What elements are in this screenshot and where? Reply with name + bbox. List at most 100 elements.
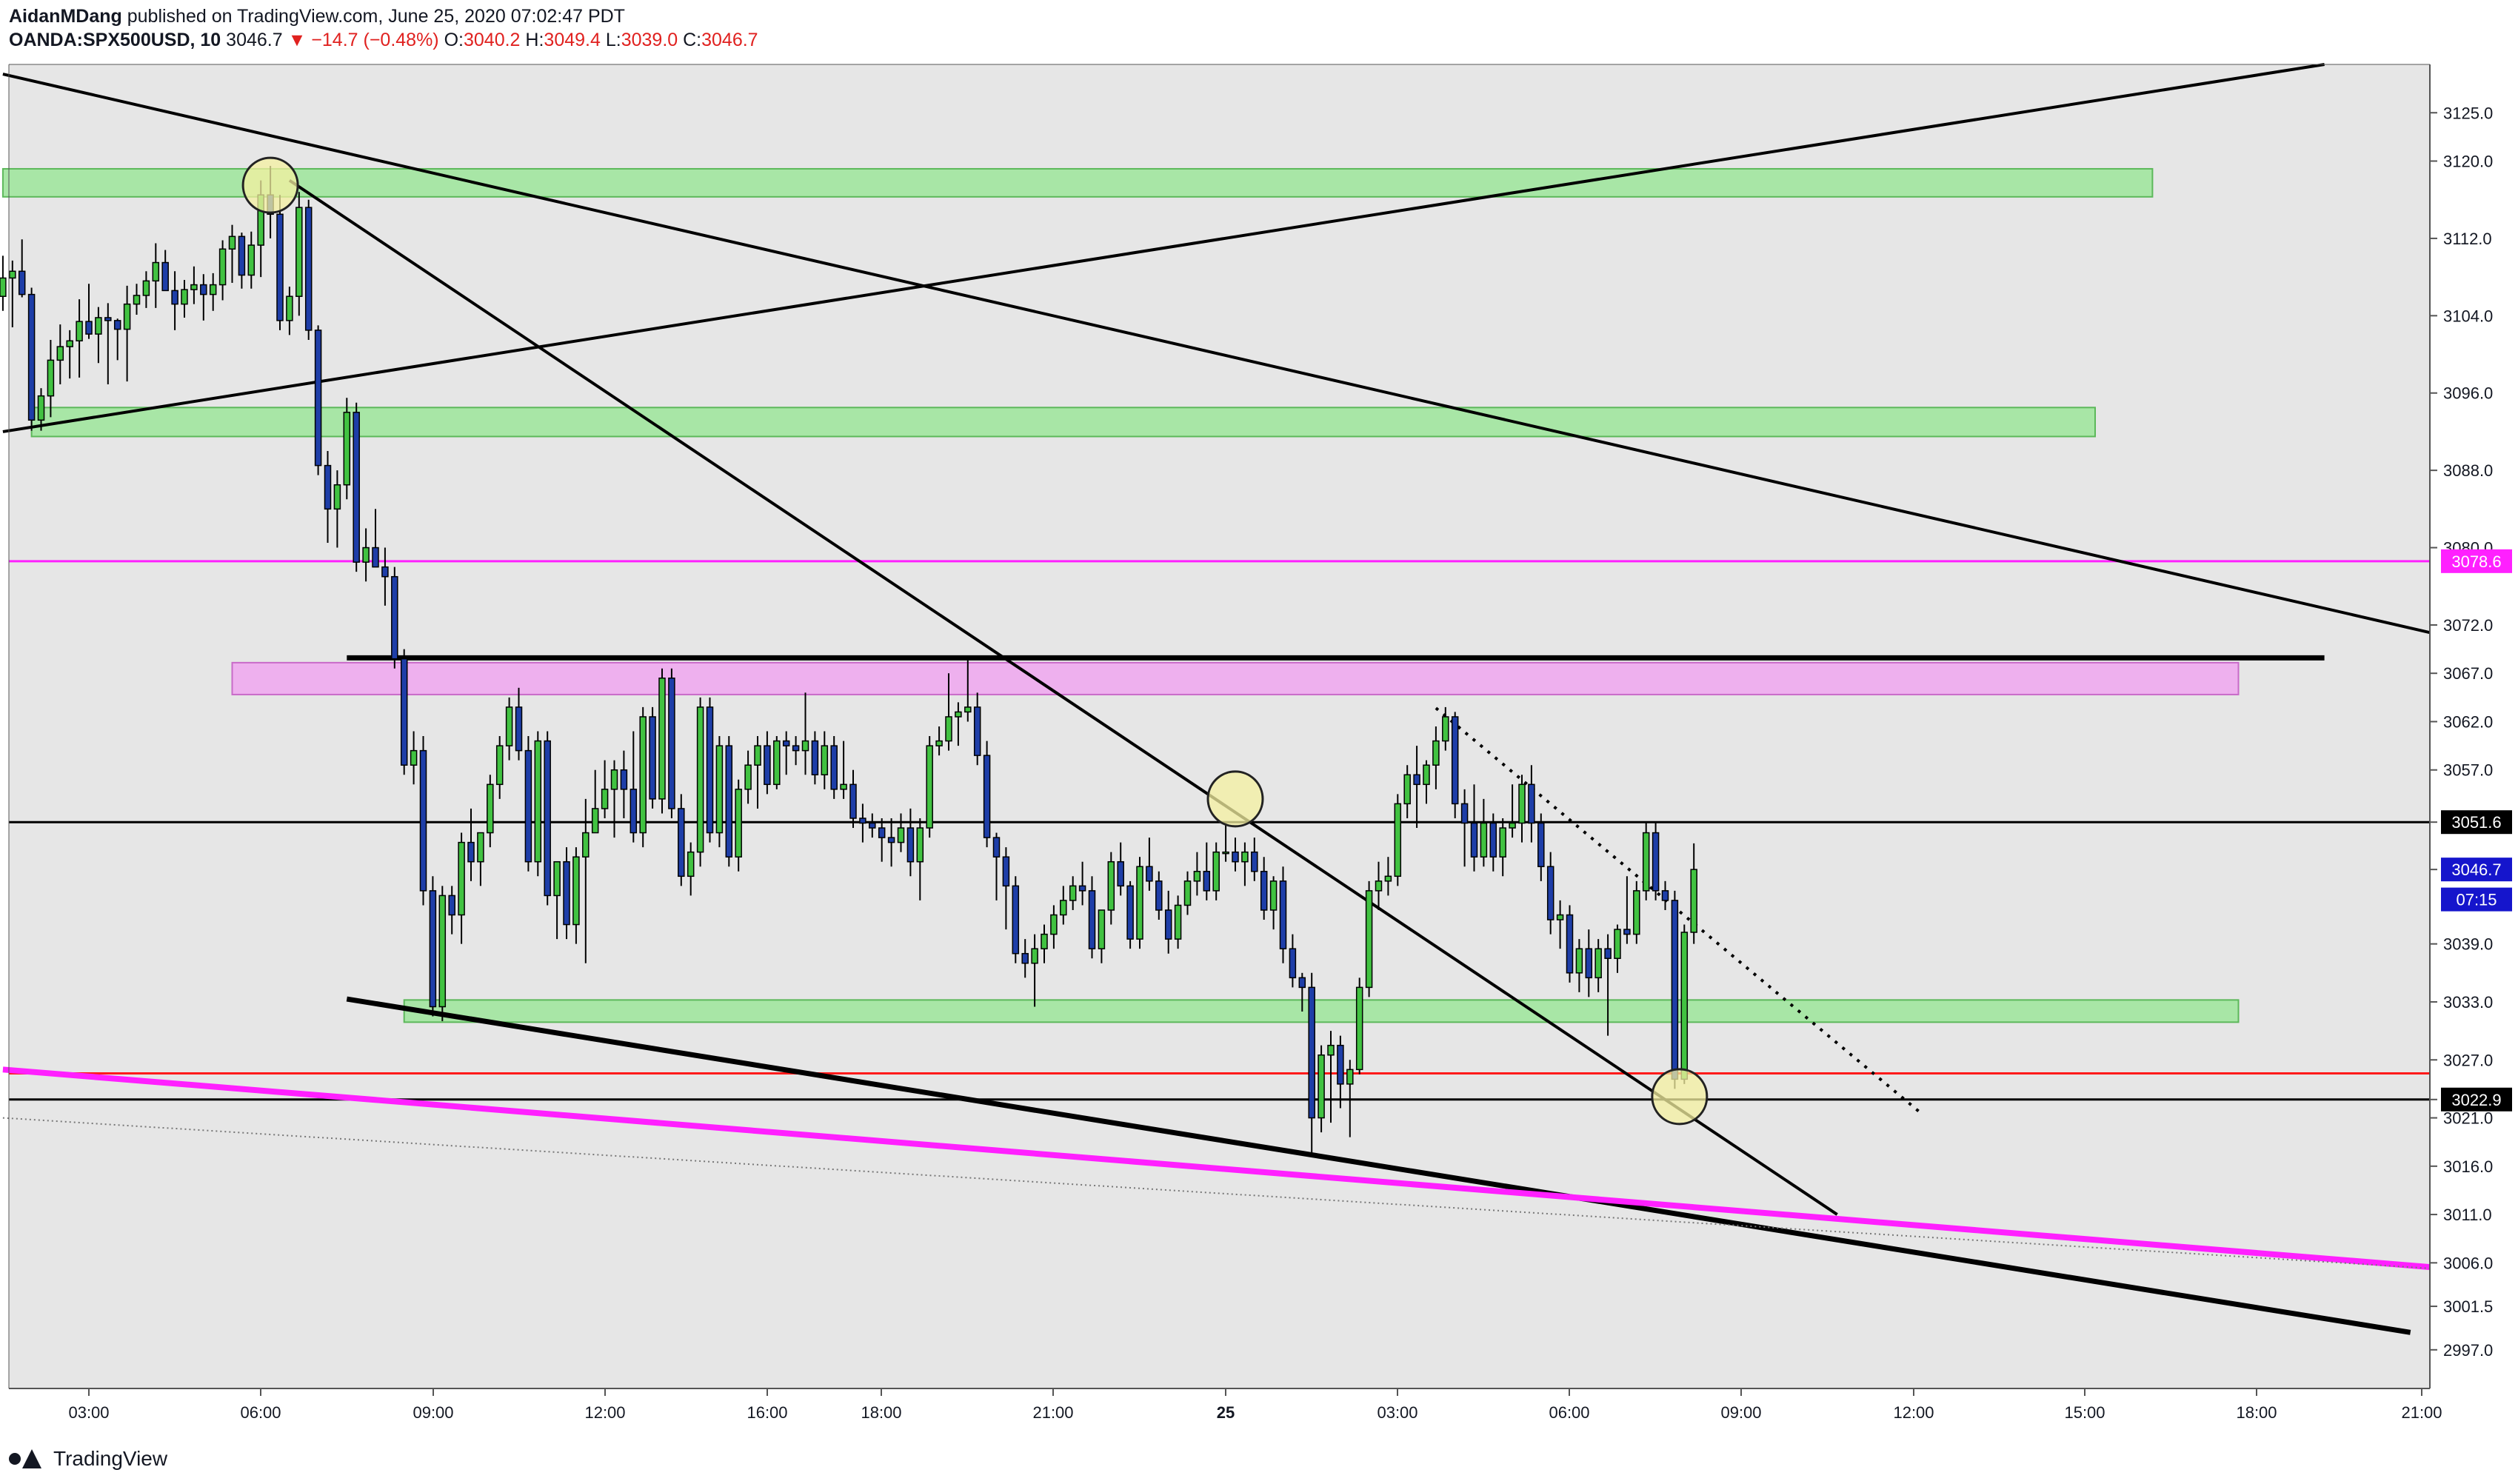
candle-bear xyxy=(782,740,790,746)
candle-bear xyxy=(1585,948,1593,979)
candle xyxy=(906,808,915,877)
price-tick-label: 3125.0 xyxy=(2443,104,2493,122)
candle-bull xyxy=(333,484,341,510)
candle-bull xyxy=(495,745,504,786)
candle xyxy=(238,233,246,289)
candle xyxy=(76,299,83,378)
candle xyxy=(1661,880,1669,910)
candle xyxy=(477,832,484,886)
candle xyxy=(696,697,704,867)
candle-bull xyxy=(601,789,609,809)
price-tick-label: 3021.0 xyxy=(2443,1109,2493,1128)
candle xyxy=(1546,852,1554,935)
candle xyxy=(381,547,389,606)
close-label: C: xyxy=(683,30,702,50)
candle xyxy=(1126,880,1134,949)
candle-bear xyxy=(276,213,284,321)
candle xyxy=(85,284,93,339)
candle-bull xyxy=(142,280,150,296)
candle-bear xyxy=(869,822,876,829)
candle xyxy=(1413,746,1420,829)
candle xyxy=(935,726,943,756)
candle-bull xyxy=(735,789,742,858)
candle xyxy=(1460,789,1469,867)
candle xyxy=(1499,818,1506,877)
tradingview-logo-icon xyxy=(9,1449,41,1468)
candle-bear xyxy=(706,706,714,834)
candle xyxy=(1528,765,1535,843)
footer-brand[interactable]: TradingView xyxy=(53,1447,168,1470)
candle xyxy=(209,273,217,311)
tradingview-footer: TradingView xyxy=(7,1444,167,1474)
candle-bear xyxy=(811,740,819,776)
candle xyxy=(524,736,532,872)
candle-bull xyxy=(458,841,465,916)
candle xyxy=(1423,760,1430,804)
candle-bear xyxy=(1146,866,1153,882)
candle xyxy=(1241,842,1249,886)
candle-bear xyxy=(764,745,771,786)
chart-header: AidanMDang published on TradingView.com,… xyxy=(9,4,1194,53)
candle-bear xyxy=(1652,832,1660,892)
trendline xyxy=(2,73,2439,636)
symbol-label[interactable]: OANDA:SPX500USD, 10 xyxy=(9,30,221,50)
publish-info: AidanMDang published on TradingView.com,… xyxy=(9,4,1194,28)
candle xyxy=(1155,871,1163,920)
candle xyxy=(1002,847,1010,930)
candle-bear xyxy=(419,749,427,892)
candle-bull xyxy=(76,321,83,342)
candle-bear xyxy=(792,745,800,752)
candle xyxy=(362,528,370,582)
time-tick-label: 03:00 xyxy=(1377,1403,1417,1422)
candle-bear xyxy=(113,320,121,330)
trendline xyxy=(288,178,1838,1216)
change-value: −14.7 (−0.48%) xyxy=(311,30,439,50)
price-label-bg xyxy=(2441,549,2512,573)
candle-bear xyxy=(1528,783,1535,824)
candle xyxy=(964,658,972,722)
candle xyxy=(744,750,752,804)
candle-bear xyxy=(1260,871,1268,911)
author-name[interactable]: AidanMDang xyxy=(9,6,122,27)
candle-bull xyxy=(343,412,351,486)
candle-bear xyxy=(429,890,437,1008)
candle-bear xyxy=(678,808,685,878)
candle xyxy=(1537,813,1545,881)
candle-bull xyxy=(639,716,647,834)
candle-bull xyxy=(945,716,952,742)
candle-bull xyxy=(209,284,217,295)
candle-bull xyxy=(438,895,447,1008)
candle xyxy=(1174,895,1182,949)
candle xyxy=(668,668,675,818)
price-tick-label: 3006.0 xyxy=(2443,1254,2493,1272)
candle xyxy=(218,240,227,301)
candle-bear xyxy=(353,412,360,563)
candle xyxy=(1442,706,1449,751)
candle xyxy=(1212,842,1220,900)
candle xyxy=(1136,857,1143,949)
candle xyxy=(840,741,847,799)
candle-bear xyxy=(878,827,886,838)
candle xyxy=(687,842,695,896)
candle-bull xyxy=(1499,827,1506,858)
candle xyxy=(658,668,666,814)
candle xyxy=(1394,794,1402,886)
candle xyxy=(467,808,475,881)
candle xyxy=(1318,1045,1325,1133)
candle-bull xyxy=(1509,822,1516,829)
time-tick-label: 12:00 xyxy=(1893,1403,1934,1422)
candlestick-chart[interactable]: 3125.03120.03112.03104.03096.03088.03080… xyxy=(0,0,2518,1437)
candle xyxy=(142,271,150,308)
candle-bull xyxy=(534,740,542,863)
candle-bull xyxy=(1480,822,1488,858)
price-tick-label: 3016.0 xyxy=(2443,1157,2493,1176)
candle xyxy=(113,318,121,361)
candle xyxy=(610,760,618,838)
candle xyxy=(630,731,638,843)
candle-bear xyxy=(1298,977,1306,989)
price-tick-label: 3027.0 xyxy=(2443,1051,2493,1069)
candle-bear xyxy=(1308,986,1315,1119)
candle xyxy=(1432,726,1440,789)
candle xyxy=(553,860,561,940)
plot-layer xyxy=(0,63,2497,1335)
